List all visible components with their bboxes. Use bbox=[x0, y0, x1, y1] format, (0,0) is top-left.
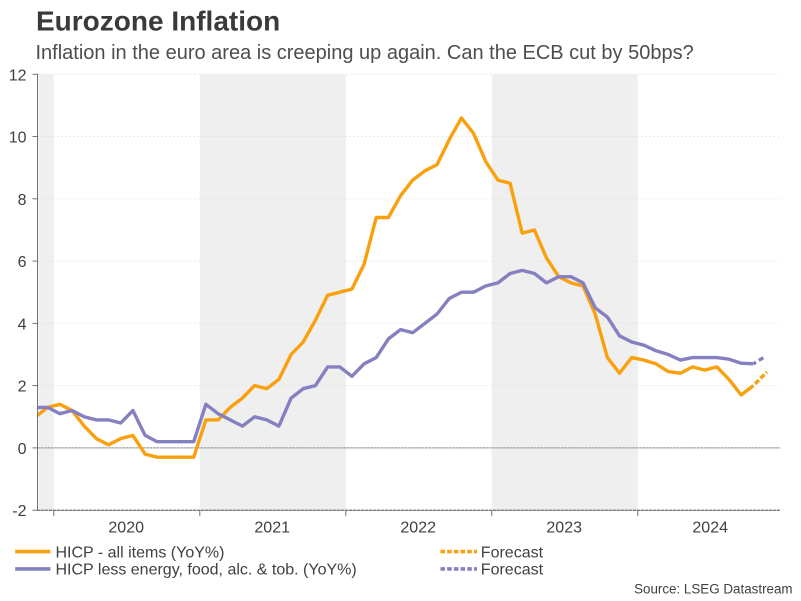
svg-text:Inflation in the euro area is: Inflation in the euro area is creeping u… bbox=[36, 42, 694, 64]
svg-text:Forecast: Forecast bbox=[481, 562, 544, 579]
svg-text:0: 0 bbox=[18, 441, 27, 458]
svg-text:2023: 2023 bbox=[546, 520, 582, 537]
svg-text:2: 2 bbox=[18, 379, 27, 396]
svg-text:8: 8 bbox=[18, 192, 27, 209]
svg-text:Forecast: Forecast bbox=[481, 544, 544, 561]
svg-text:12: 12 bbox=[9, 67, 27, 84]
svg-text:HICP - all items (YoY%): HICP - all items (YoY%) bbox=[56, 544, 225, 561]
svg-text:Source: LSEG Datastream: Source: LSEG Datastream bbox=[634, 582, 793, 597]
svg-text:6: 6 bbox=[18, 254, 27, 271]
svg-text:HICP less energy, food, alc. &: HICP less energy, food, alc. & tob. (YoY… bbox=[56, 562, 357, 579]
svg-text:2020: 2020 bbox=[108, 520, 144, 537]
svg-text:Eurozone Inflation: Eurozone Inflation bbox=[36, 6, 280, 37]
svg-text:2021: 2021 bbox=[254, 520, 290, 537]
svg-text:4: 4 bbox=[18, 316, 27, 333]
svg-text:10: 10 bbox=[9, 130, 27, 147]
svg-text:-2: -2 bbox=[12, 503, 26, 520]
svg-text:2022: 2022 bbox=[400, 520, 436, 537]
svg-text:2024: 2024 bbox=[692, 520, 728, 537]
